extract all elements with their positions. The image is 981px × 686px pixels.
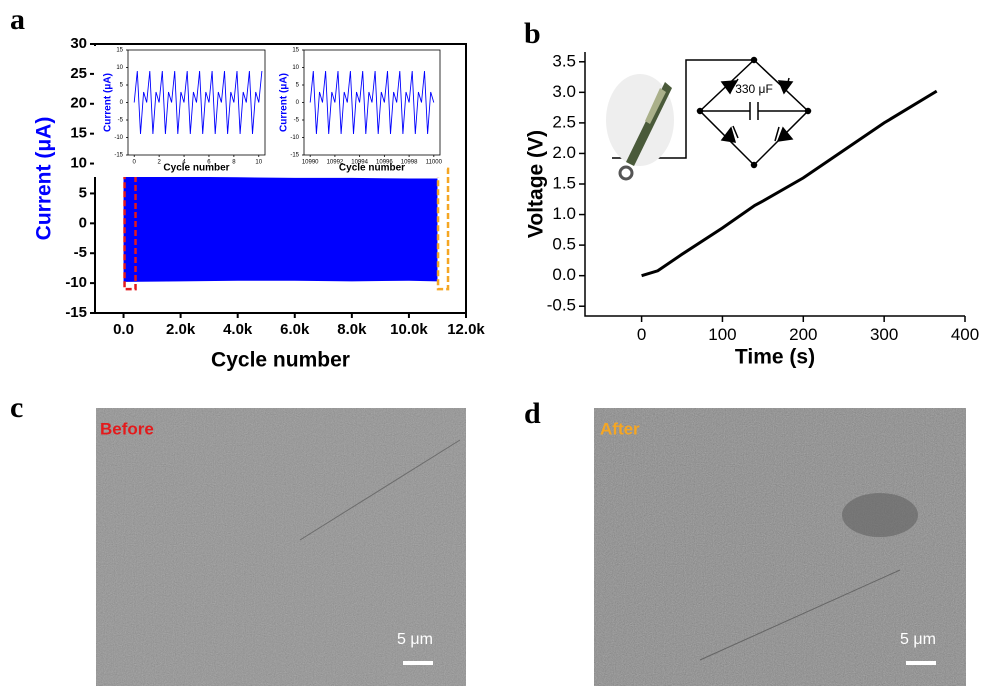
panel-label: b <box>524 17 541 50</box>
panel-label: d <box>524 397 541 430</box>
y-tick-label: 15 <box>292 48 299 54</box>
x-tick-label: 10998 <box>401 159 418 165</box>
x-tick-label: 4 <box>182 159 186 165</box>
image-label: After <box>600 419 640 438</box>
x-tick-label: 0 <box>637 325 646 344</box>
plot-frame <box>94 43 467 314</box>
y-axis-label: Current (μA) <box>33 117 56 241</box>
x-tick-label: 11000 <box>426 159 443 165</box>
sem-image <box>96 408 466 686</box>
panel-label: a <box>10 3 25 36</box>
y-tick-label: -5 <box>294 118 300 124</box>
data-line <box>133 70 263 135</box>
x-tick-label: 8 <box>232 159 236 165</box>
scale-bar-label: 5 μm <box>900 631 936 648</box>
y-tick-label: 20 <box>70 95 87 112</box>
panel-label: c <box>10 391 23 424</box>
y-tick-label: 5 <box>79 184 87 201</box>
plot-frame <box>127 49 266 156</box>
y-tick-label: 5 <box>120 83 124 89</box>
x-axis-label: Cycle number <box>339 163 405 174</box>
x-axis-label: Cycle number <box>211 349 350 372</box>
x-tick-label: 6.0k <box>280 321 310 338</box>
y-tick-label: 5 <box>296 83 300 89</box>
y-tick-label: -15 <box>65 304 87 321</box>
data-line <box>641 89 938 278</box>
y-tick-label: 3.0 <box>552 82 576 101</box>
x-tick-label: 2 <box>157 159 161 165</box>
scale-bar <box>403 661 433 665</box>
x-tick-label: 12.0k <box>447 321 485 338</box>
y-axis-label: Current (μA) <box>279 73 290 132</box>
axis-line <box>584 52 965 317</box>
x-tick-label: 300 <box>870 325 898 344</box>
x-tick-label: 10 <box>255 159 262 165</box>
y-tick-label: 2.5 <box>552 112 576 131</box>
y-tick-label: 0.5 <box>552 235 576 254</box>
x-tick-label: 400 <box>951 325 979 344</box>
y-axis-label: Current (μA) <box>103 73 114 132</box>
y-tick-label: -5 <box>74 244 87 261</box>
x-axis-label: Cycle number <box>163 163 229 174</box>
y-tick-label: -15 <box>114 153 123 159</box>
y-tick-label: 25 <box>70 65 87 82</box>
x-tick-label: 10.0k <box>390 321 428 338</box>
x-tick-label: 10992 <box>327 159 344 165</box>
image-label: Before <box>100 419 154 438</box>
x-tick-label: 0 <box>133 159 137 165</box>
y-tick-label: 10 <box>70 155 87 172</box>
y-tick-label: 0 <box>120 100 124 106</box>
device-photo <box>606 74 674 181</box>
x-tick-label: 10990 <box>302 159 319 165</box>
y-tick-label: -10 <box>290 135 299 141</box>
y-tick-label: 0.0 <box>552 265 576 284</box>
x-tick-label: 6 <box>207 159 211 165</box>
x-tick-label: 4.0k <box>223 321 253 338</box>
sem-image <box>594 408 966 686</box>
y-tick-label: 15 <box>116 48 123 54</box>
y-axis-label: Voltage (V) <box>525 130 548 238</box>
signal-band <box>123 176 438 282</box>
y-tick-label: 2.0 <box>552 143 576 162</box>
y-tick-label: 1.5 <box>552 173 576 192</box>
y-tick-label: 10 <box>116 65 123 71</box>
y-tick-label: 1.0 <box>552 204 576 223</box>
annotation: 330 μF <box>735 82 773 96</box>
plot-frame <box>303 49 441 156</box>
x-tick-label: 2.0k <box>166 321 196 338</box>
data-line <box>309 70 435 135</box>
y-tick-label: 30 <box>70 35 87 52</box>
x-tick-label: 100 <box>708 325 736 344</box>
scale-bar-label: 5 μm <box>397 631 433 648</box>
x-tick-label: 200 <box>789 325 817 344</box>
y-tick-label: -15 <box>290 153 299 159</box>
y-tick-label: -10 <box>114 135 123 141</box>
y-tick-label: -10 <box>65 274 87 291</box>
x-axis-label: Time (s) <box>735 346 815 369</box>
x-tick-label: 8.0k <box>337 321 367 338</box>
highlight-box <box>436 167 450 291</box>
y-tick-label: 15 <box>70 125 87 142</box>
scale-bar <box>906 661 936 665</box>
y-tick-label: 10 <box>292 65 299 71</box>
y-tick-label: -5 <box>118 118 124 124</box>
x-tick-label: 10994 <box>351 159 368 165</box>
x-tick-label: 10996 <box>376 159 393 165</box>
circuit-inset <box>612 56 812 169</box>
x-tick-label: 0.0 <box>113 321 134 338</box>
y-tick-label: 3.5 <box>552 51 576 70</box>
y-tick-label: 0 <box>296 100 300 106</box>
y-tick-label: 0 <box>79 214 87 231</box>
y-tick-label: -0.5 <box>547 296 576 315</box>
